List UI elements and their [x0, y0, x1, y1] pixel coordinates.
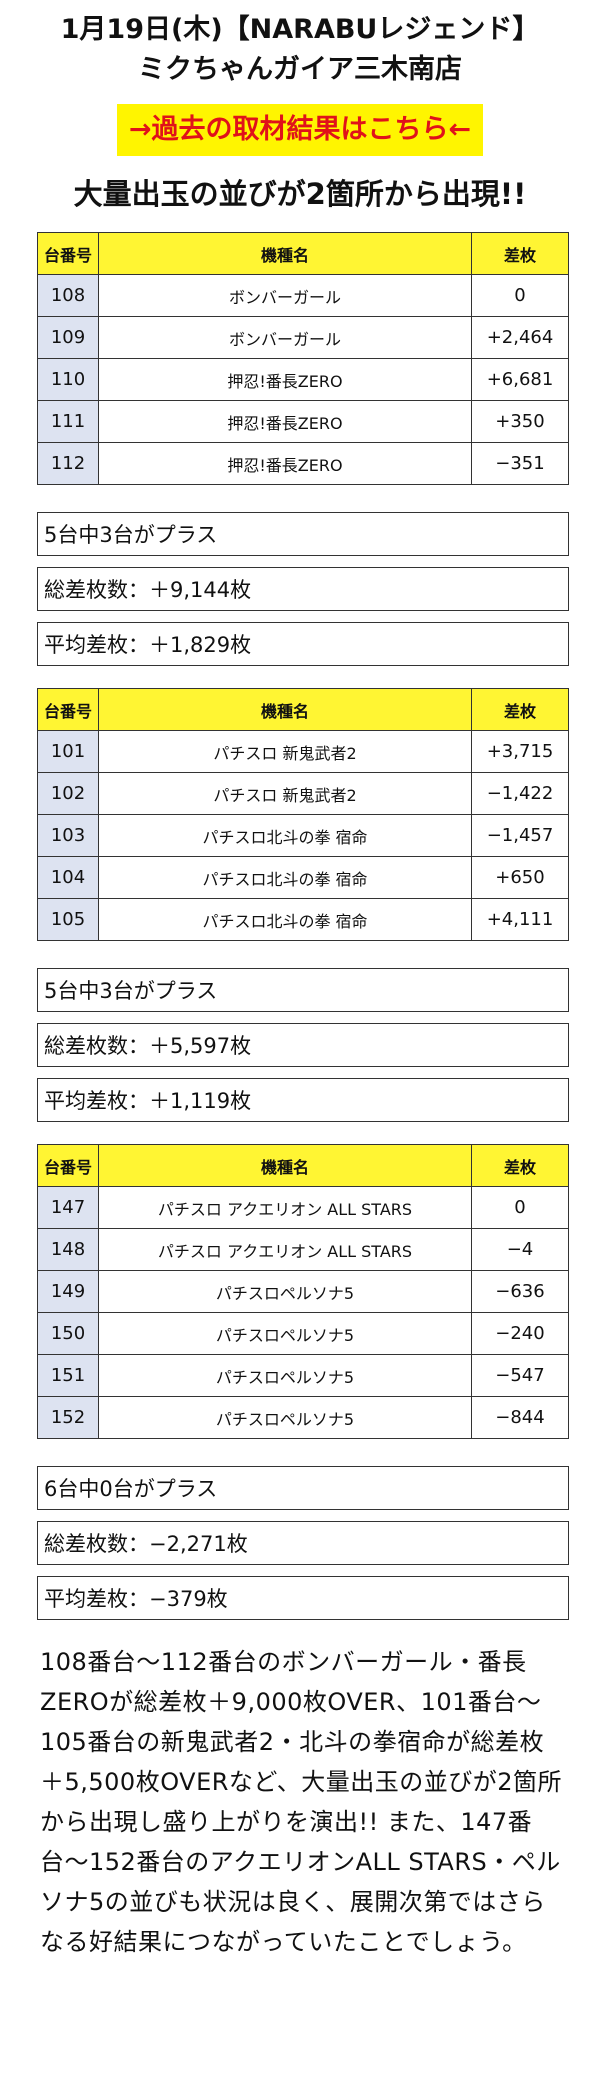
machine-number: 104	[37, 856, 99, 899]
coin-difference: +4,111	[471, 898, 569, 941]
machine-model: パチスロペルソナ5	[98, 1270, 472, 1313]
table-header-row: 台番号 機種名 差枚	[37, 232, 569, 275]
machine-number: 108	[37, 274, 99, 317]
plus-count-box: 5台中3台がプラス	[37, 512, 569, 556]
table-row: 112 押忍!番長ZERO −351	[37, 442, 569, 485]
average-diff-box: 平均差枚：＋1,119枚	[37, 1078, 569, 1122]
machine-model: ボンバーガール	[98, 316, 472, 359]
table-row: 103 パチスロ北斗の拳 宿命 −1,457	[37, 814, 569, 857]
results-table: 台番号 機種名 差枚 108 ボンバーガール 0 109 ボンバーガール +2,464 110 押忍…	[37, 232, 569, 485]
table-header-row: 台番号 機種名 差枚	[37, 688, 569, 731]
link-wrapper: →過去の取材結果はこちら←	[0, 104, 600, 158]
table-row: 150 パチスロペルソナ5 −240	[37, 1312, 569, 1355]
machine-model: パチスロ北斗の拳 宿命	[98, 898, 472, 941]
store-name: ミクちゃんガイア三木南店	[138, 54, 462, 85]
coin-difference: −547	[471, 1354, 569, 1397]
machine-model: 押忍!番長ZERO	[98, 442, 472, 485]
machine-model: パチスロ北斗の拳 宿命	[98, 856, 472, 899]
machine-model: パチスロペルソナ5	[98, 1312, 472, 1355]
machine-number: 111	[37, 400, 99, 443]
machine-number: 103	[37, 814, 99, 857]
summary-paragraph: 108番台〜112番台のボンバーガール・番長ZEROが総差枚＋9,000枚OVE…	[40, 1648, 563, 1956]
table-row: 148 パチスロ アクエリオン ALL STARS −4	[37, 1228, 569, 1271]
machine-number: 147	[37, 1186, 99, 1229]
total-diff-box: 総差枚数：＋9,144枚	[37, 567, 569, 611]
machine-model: パチスロ北斗の拳 宿命	[98, 814, 472, 857]
number-header: 台番号	[37, 688, 99, 731]
results-table: 台番号 機種名 差枚 147 パチスロ アクエリオン ALL STARS 0 148 パチスロ…	[37, 1144, 569, 1439]
page-title: 1月19日(木)【NARABUレジェンド】	[60, 14, 540, 45]
machine-model: パチスロペルソナ5	[98, 1354, 472, 1397]
plus-count-box: 5台中3台がプラス	[37, 968, 569, 1012]
machine-number: 109	[37, 316, 99, 359]
coin-difference: +650	[471, 856, 569, 899]
machine-number: 149	[37, 1270, 99, 1313]
coin-difference: −844	[471, 1396, 569, 1439]
machine-model: パチスロ 新鬼武者2	[98, 772, 472, 815]
diff-header: 差枚	[471, 232, 569, 275]
table-row: 152 パチスロペルソナ5 −844	[37, 1396, 569, 1439]
average-diff-box: 平均差枚：−379枚	[37, 1576, 569, 1620]
table-row: 111 押忍!番長ZERO +350	[37, 400, 569, 443]
machine-number: 151	[37, 1354, 99, 1397]
coin-difference: 0	[471, 274, 569, 317]
results-groups: 台番号 機種名 差枚 108 ボンバーガール 0 109 ボンバーガール +2,464 110 押忍…	[0, 232, 600, 1620]
machine-model: パチスロ アクエリオン ALL STARS	[98, 1228, 472, 1271]
past-results-link[interactable]: →過去の取材結果はこちら←	[116, 104, 484, 156]
machine-model: パチスロ アクエリオン ALL STARS	[98, 1186, 472, 1229]
coin-difference: +2,464	[471, 316, 569, 359]
results-table: 台番号 機種名 差枚 101 パチスロ 新鬼武者2 +3,715 102 パチスロ 新鬼武者2…	[37, 688, 569, 941]
table-row: 147 パチスロ アクエリオン ALL STARS 0	[37, 1186, 569, 1229]
machine-model: ボンバーガール	[98, 274, 472, 317]
machine-number: 110	[37, 358, 99, 401]
table-row: 101 パチスロ 新鬼武者2 +3,715	[37, 730, 569, 773]
table-row: 110 押忍!番長ZERO +6,681	[37, 358, 569, 401]
machine-model: 押忍!番長ZERO	[98, 400, 472, 443]
coin-difference: −636	[471, 1270, 569, 1313]
average-diff-box: 平均差枚：＋1,829枚	[37, 622, 569, 666]
number-header: 台番号	[37, 1144, 99, 1187]
diff-header: 差枚	[471, 1144, 569, 1187]
machine-number: 152	[37, 1396, 99, 1439]
coin-difference: +350	[471, 400, 569, 443]
table-row: 151 パチスロペルソナ5 −547	[37, 1354, 569, 1397]
machine-number: 112	[37, 442, 99, 485]
machine-model: パチスロ 新鬼武者2	[98, 730, 472, 773]
table-header-row: 台番号 機種名 差枚	[37, 1144, 569, 1187]
coin-difference: −240	[471, 1312, 569, 1355]
machine-number: 101	[37, 730, 99, 773]
coin-difference: +6,681	[471, 358, 569, 401]
table-row: 105 パチスロ北斗の拳 宿命 +4,111	[37, 898, 569, 941]
coin-difference: 0	[471, 1186, 569, 1229]
number-header: 台番号	[37, 232, 99, 275]
model-header: 機種名	[98, 1144, 472, 1187]
machine-model: 押忍!番長ZERO	[98, 358, 472, 401]
machine-number: 150	[37, 1312, 99, 1355]
table-row: 108 ボンバーガール 0	[37, 274, 569, 317]
machine-number: 102	[37, 772, 99, 815]
model-header: 機種名	[98, 232, 472, 275]
coin-difference: +3,715	[471, 730, 569, 773]
coin-difference: −1,422	[471, 772, 569, 815]
article: 1月19日(木)【NARABUレジェンド】 ミクちゃんガイア三木南店 →過去の取…	[0, 14, 600, 1956]
model-header: 機種名	[98, 688, 472, 731]
machine-model: パチスロペルソナ5	[98, 1396, 472, 1439]
plus-count-box: 6台中0台がプラス	[37, 1466, 569, 1510]
coin-difference: −351	[471, 442, 569, 485]
coin-difference: −4	[471, 1228, 569, 1271]
table-row: 102 パチスロ 新鬼武者2 −1,422	[37, 772, 569, 815]
table-row: 149 パチスロペルソナ5 −636	[37, 1270, 569, 1313]
total-diff-box: 総差枚数：＋5,597枚	[37, 1023, 569, 1067]
diff-header: 差枚	[471, 688, 569, 731]
total-diff-box: 総差枚数：−2,271枚	[37, 1521, 569, 1565]
machine-number: 148	[37, 1228, 99, 1271]
table-row: 104 パチスロ北斗の拳 宿命 +650	[37, 856, 569, 899]
headline: 大量出玉の並びが2箇所から出現!!	[73, 177, 527, 211]
coin-difference: −1,457	[471, 814, 569, 857]
machine-number: 105	[37, 898, 99, 941]
table-row: 109 ボンバーガール +2,464	[37, 316, 569, 359]
